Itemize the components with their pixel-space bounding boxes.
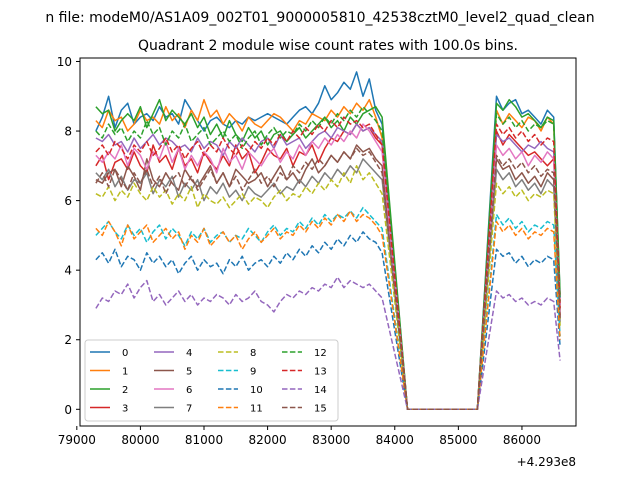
x-tick-label: 82000 xyxy=(248,433,286,447)
x-tick-label: 79000 xyxy=(58,433,96,447)
legend-frame xyxy=(84,339,339,422)
legend-label-0: 0 xyxy=(122,348,128,359)
legend-label-13: 13 xyxy=(314,367,327,378)
y-tick-label: 2 xyxy=(64,333,72,347)
y-tick-label: 8 xyxy=(64,125,72,139)
legend-label-8: 8 xyxy=(250,348,256,359)
x-tick-label: 80000 xyxy=(121,433,159,447)
legend-label-1: 1 xyxy=(122,367,128,378)
legend-label-10: 10 xyxy=(250,385,263,396)
series-line-12 xyxy=(95,105,561,411)
legend-label-3: 3 xyxy=(122,404,128,415)
series-line-11 xyxy=(95,210,561,411)
legend-label-15: 15 xyxy=(314,404,327,415)
y-tick-label: 10 xyxy=(57,55,72,69)
axes-frame xyxy=(79,57,577,427)
x-tick-label: 84000 xyxy=(376,433,414,447)
x-axis-ticks: 79000 80000 81000 82000 83000 84000 85000 86000 xyxy=(58,426,541,447)
legend-label-12: 12 xyxy=(314,348,327,359)
x-tick-label: 86000 xyxy=(503,433,541,447)
plot-area xyxy=(95,71,561,411)
legend-label-6: 6 xyxy=(186,385,192,396)
y-tick-label: 4 xyxy=(64,264,72,278)
x-tick-label: 85000 xyxy=(439,433,477,447)
legend-label-14: 14 xyxy=(314,385,327,396)
chart-title: Quadrant 2 module wise count rates with … xyxy=(138,38,518,54)
x-tick-label: 81000 xyxy=(185,433,223,447)
series-line-14 xyxy=(95,276,561,411)
legend-label-7: 7 xyxy=(186,404,192,415)
y-tick-label: 0 xyxy=(64,403,72,417)
legend-label-5: 5 xyxy=(186,367,192,378)
x-offset-label: +4.293e8 xyxy=(517,455,576,469)
figure-suptitle: n file: modeM0/AS1A09_002T01_9000005810_… xyxy=(45,10,594,26)
series-line-13 xyxy=(95,116,561,411)
series-line-15 xyxy=(95,147,561,411)
legend-label-11: 11 xyxy=(250,404,263,415)
legend-label-4: 4 xyxy=(186,348,192,359)
y-tick-label: 6 xyxy=(64,194,72,208)
y-axis-ticks: 0 2 4 6 8 10 xyxy=(57,55,80,417)
legend-label-9: 9 xyxy=(250,367,256,378)
series-line-9 xyxy=(95,206,561,411)
legend-label-2: 2 xyxy=(122,385,128,396)
x-tick-label: 83000 xyxy=(312,433,350,447)
